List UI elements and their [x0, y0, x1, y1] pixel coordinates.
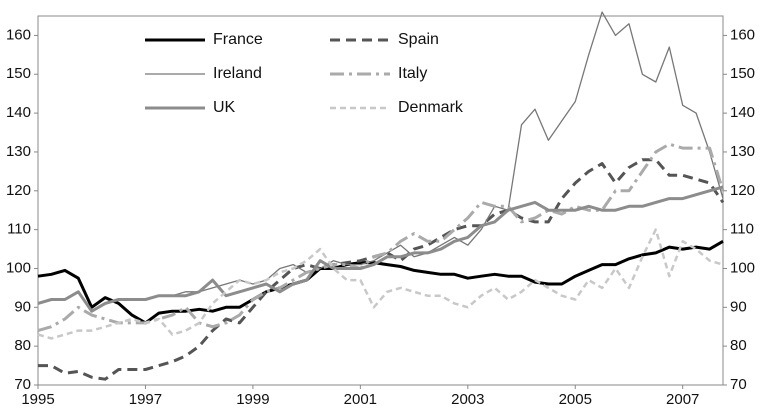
x-tick-label: 1995: [21, 391, 54, 408]
x-tick-label: 2007: [666, 391, 699, 408]
y-tick-label: 120: [6, 182, 31, 199]
x-tick-label: 1999: [236, 391, 269, 408]
series-line: [37, 142, 725, 333]
y2-tick-label: 140: [730, 104, 755, 121]
legend-label: France: [213, 31, 263, 48]
y-tick-label: 80: [14, 337, 31, 354]
y-tick-label: 90: [14, 298, 31, 315]
y2-tick-label: 120: [730, 182, 755, 199]
series-line: [145, 11, 724, 301]
y-tick-label: 100: [6, 259, 31, 276]
legend-label: Ireland: [213, 65, 262, 82]
legend-label: Italy: [398, 65, 427, 82]
y-tick-label: 110: [7, 221, 31, 238]
y2-tick-label: 80: [730, 337, 747, 354]
y2-tick-label: 150: [730, 65, 755, 82]
y-tick-label: 160: [6, 26, 31, 43]
series-line: [37, 228, 724, 340]
plot-frame: [37, 15, 724, 386]
y2-tick-label: 90: [730, 298, 747, 315]
y-tick-label: 150: [6, 65, 31, 82]
y-tick-label: 130: [6, 143, 31, 160]
x-tick-label: 2003: [451, 391, 484, 408]
y-tick-label: 70: [14, 376, 31, 393]
series-line: [38, 158, 725, 381]
y2-tick-label: 100: [730, 259, 755, 276]
x-tick-label: 1997: [129, 391, 162, 408]
y2-tick-label: 70: [730, 376, 747, 393]
legend-label: Denmark: [398, 99, 464, 116]
series-line: [37, 240, 724, 325]
y2-tick-label: 130: [730, 143, 755, 160]
y2-tick-label: 110: [730, 221, 754, 238]
legend-label: Spain: [398, 31, 439, 48]
x-tick-label: 2001: [344, 391, 377, 408]
legend-label: UK: [213, 99, 236, 116]
series-line: [37, 185, 724, 313]
y-tick-label: 140: [6, 104, 31, 121]
y2-tick-label: 160: [730, 26, 755, 43]
x-tick-label: 2005: [559, 391, 592, 408]
